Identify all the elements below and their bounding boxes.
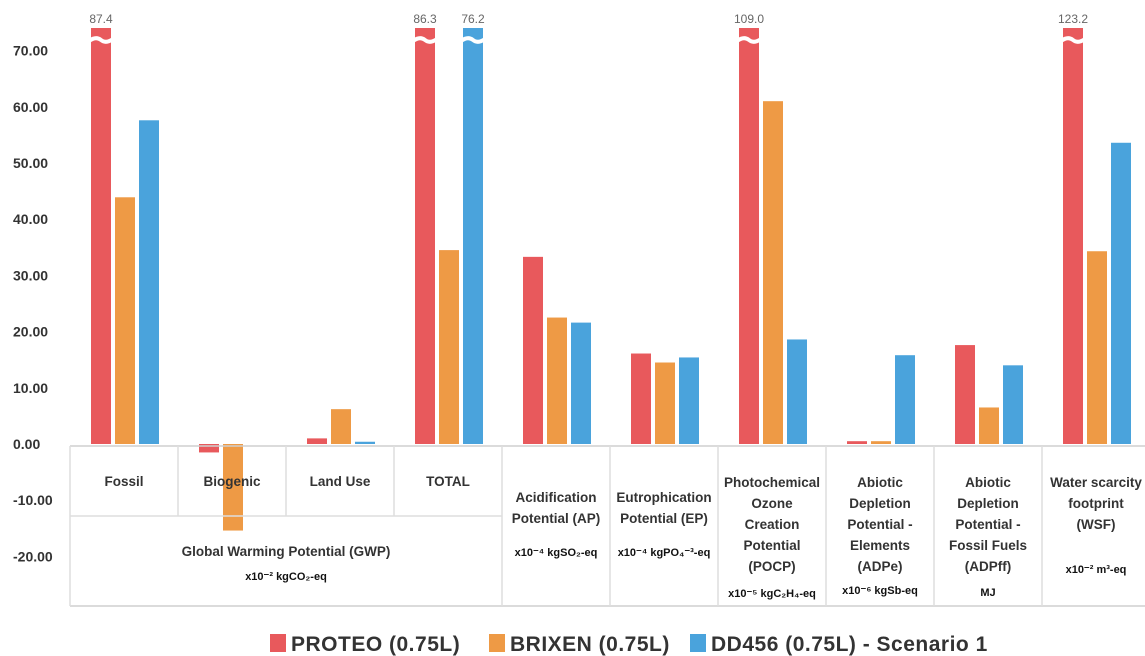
category-label-adpe: Depletion xyxy=(849,496,911,511)
bar-land-use-brixen xyxy=(331,409,351,444)
bar-land-use-dd456 xyxy=(355,441,375,444)
bar-ep-proteo xyxy=(631,353,651,444)
bar-wsf-proteo xyxy=(1063,28,1083,444)
unit-label-ap: x10⁻⁴ kgSO₂-eq xyxy=(515,547,598,559)
bar-ap-dd456 xyxy=(571,322,591,444)
data-label: 87.4 xyxy=(89,12,113,26)
category-label-adpff: (ADPff) xyxy=(965,559,1012,574)
bar-total-brixen xyxy=(439,250,459,444)
category-label-fossil: Fossil xyxy=(104,474,143,489)
category-table: Fossil Biogenic Land Use TOTAL Acidification… xyxy=(69,445,1145,607)
unit-label-gwp: x10⁻² kgCO₂-eq xyxy=(245,571,327,583)
y-tick-label: 50.00 xyxy=(13,155,48,171)
data-label: 123.2 xyxy=(1058,12,1088,26)
category-label-total: TOTAL xyxy=(426,474,470,489)
category-label-wsf: Water scarcity xyxy=(1050,475,1142,490)
category-label-ap: Potential (AP) xyxy=(512,511,601,526)
bar-land-use-proteo xyxy=(307,438,327,444)
bar-fossil-brixen xyxy=(115,197,135,444)
category-label-adpff: Potential - xyxy=(955,517,1020,532)
category-label-wsf: (WSF) xyxy=(1077,517,1116,532)
bar-biogenic-proteo xyxy=(199,444,219,453)
category-label-pocp: Creation xyxy=(745,517,800,532)
category-label-ep: Potential (EP) xyxy=(620,511,708,526)
category-label-pocp: Photochemical xyxy=(724,475,820,490)
bar-adpe-brixen xyxy=(871,441,891,444)
bar-ap-brixen xyxy=(547,317,567,444)
y-tick-label: -10.00 xyxy=(13,492,53,508)
unit-label-adpe: x10⁻⁶ kgSb-eq xyxy=(842,585,918,597)
group-label-gwp: Global Warming Potential (GWP) xyxy=(182,544,391,559)
unit-label-adpff: MJ xyxy=(980,587,995,599)
bar-adpff-proteo xyxy=(955,345,975,444)
data-label: 86.3 xyxy=(413,12,437,26)
bar-ap-proteo xyxy=(523,256,543,444)
category-label-land-use: Land Use xyxy=(310,474,371,489)
bar-biogenic-brixen xyxy=(223,444,243,531)
y-tick-label: 0.00 xyxy=(13,436,40,452)
bar-total-dd456 xyxy=(463,28,483,444)
category-label-adpff: Abiotic xyxy=(965,475,1011,490)
y-tick-label: 30.00 xyxy=(13,267,48,283)
axis-break-mark xyxy=(1059,36,1087,44)
y-tick-label: 70.00 xyxy=(13,43,48,59)
category-label-adpe: (ADPe) xyxy=(857,559,902,574)
bar-fossil-dd456 xyxy=(139,120,159,445)
legend: PROTEO (0.75L) BRIXEN (0.75L) DD456 (0.75L… xyxy=(270,633,988,656)
y-tick-label: 10.00 xyxy=(13,380,48,396)
bar-total-proteo xyxy=(415,28,435,444)
bar-adpff-brixen xyxy=(979,407,999,444)
category-label-adpe: Abiotic xyxy=(857,475,903,490)
data-label: 76.2 xyxy=(461,12,485,26)
bars xyxy=(91,28,1131,531)
category-label-adpff: Fossil Fuels xyxy=(949,538,1027,553)
y-tick-label: 60.00 xyxy=(13,99,48,115)
category-label-wsf: footprint xyxy=(1068,496,1124,511)
axis-break-mark xyxy=(87,36,115,44)
legend-swatch xyxy=(690,634,706,652)
axis-break-mark xyxy=(459,36,487,44)
bar-ep-dd456 xyxy=(679,357,699,444)
legend-label: DD456 (0.75L) - Scenario 1 xyxy=(711,633,988,656)
category-label-ap: Acidification xyxy=(515,490,596,505)
data-label: 109.0 xyxy=(734,12,764,26)
axis-breaks xyxy=(87,36,1087,44)
bar-pocp-dd456 xyxy=(787,339,807,444)
bar-ep-brixen xyxy=(655,362,675,444)
bar-adpe-dd456 xyxy=(895,355,915,444)
category-label-pocp: Ozone xyxy=(751,496,793,511)
y-tick-label: 20.00 xyxy=(13,324,48,340)
bar-pocp-proteo xyxy=(739,28,759,444)
category-label-biogenic: Biogenic xyxy=(203,474,260,489)
category-label-adpe: Potential - xyxy=(847,517,912,532)
category-label-pocp: Potential xyxy=(743,538,800,553)
axis-break-mark xyxy=(411,36,439,44)
value-labels: 87.4 86.3 76.2 109.0 123.2 xyxy=(89,12,1088,26)
y-tick-label: 40.00 xyxy=(13,211,48,227)
unit-label-pocp: x10⁻⁵ kgC₂H₄-eq xyxy=(728,588,816,600)
legend-label: PROTEO (0.75L) xyxy=(291,633,460,656)
bar-adpe-proteo xyxy=(847,441,867,444)
bar-pocp-brixen xyxy=(763,101,783,445)
category-label-adpff: Depletion xyxy=(957,496,1019,511)
legend-swatch xyxy=(270,634,286,652)
legend-label: BRIXEN (0.75L) xyxy=(510,633,670,656)
category-label-pocp: (POCP) xyxy=(748,559,795,574)
bar-adpff-dd456 xyxy=(1003,365,1023,444)
category-label-ep: Eutrophication xyxy=(616,490,711,505)
unit-label-ep: x10⁻⁴ kgPO₄⁻³-eq xyxy=(618,547,711,559)
bar-wsf-dd456 xyxy=(1111,142,1131,444)
bar-fossil-proteo xyxy=(91,28,111,444)
category-label-adpe: Elements xyxy=(850,538,910,553)
y-tick-label: -20.00 xyxy=(13,548,53,564)
bar-wsf-brixen xyxy=(1087,251,1107,444)
unit-label-wsf: x10⁻² m³-eq xyxy=(1066,564,1127,576)
axis-break-mark xyxy=(735,36,763,44)
legend-swatch xyxy=(489,634,505,652)
y-axis: 70.00 60.00 50.00 40.00 30.00 20.00 10.00 0.00 -… xyxy=(13,43,53,565)
